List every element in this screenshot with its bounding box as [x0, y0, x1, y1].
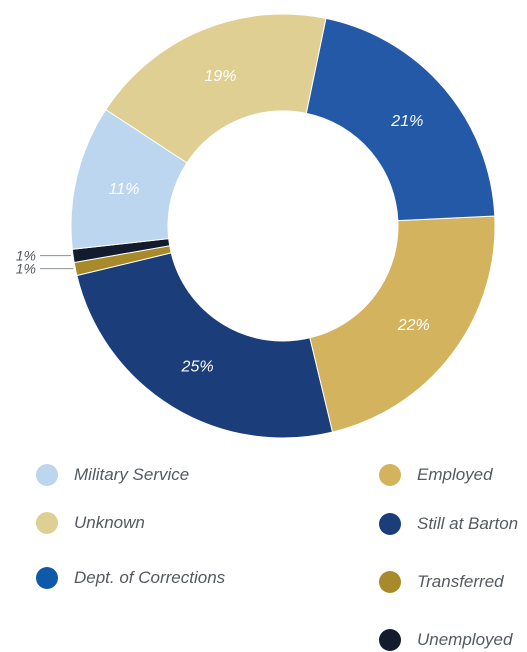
slice-label-dept-of-corrections: 21%	[390, 113, 423, 130]
slice-unknown	[105, 13, 327, 164]
slice-label-still-at-barton: 25%	[181, 358, 214, 375]
slice-label-employed: 22%	[397, 317, 430, 334]
slice-labels: 22% 25% 1%1% 11% 19% 21%	[16, 68, 430, 375]
slice-label-transferred: 1%	[16, 261, 36, 277]
donut-slices	[70, 13, 496, 439]
slice-employed	[309, 215, 496, 433]
slice-label-military-service: 11%	[109, 181, 140, 198]
slice-still-at-barton	[76, 252, 334, 439]
slice-label-unemployed: 1%	[16, 248, 36, 264]
slice-label-unknown: 19%	[204, 68, 236, 85]
slice-dept-of-corrections	[305, 17, 496, 222]
